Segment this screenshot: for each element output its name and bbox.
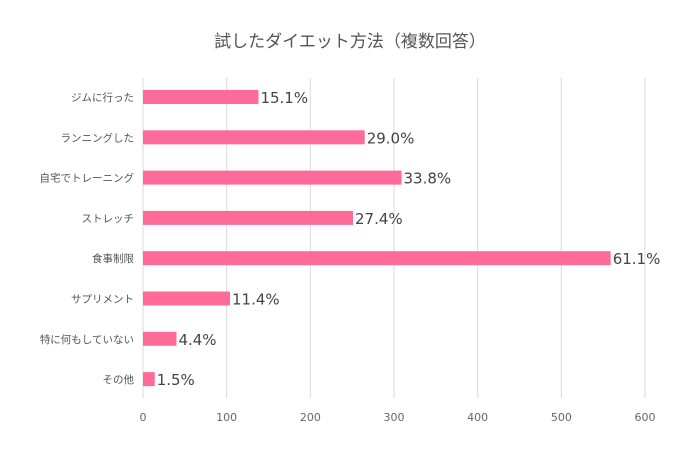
- category-label: 特に何もしていない: [40, 333, 134, 346]
- bar: [143, 291, 231, 306]
- category-label: サプリメント: [71, 294, 134, 306]
- category-labels: ジムに行ったランニングした自宅でトレーニングストレッチ食事制限サプリメント特に何…: [40, 91, 135, 386]
- x-axis-ticks: 0 100 200 300 400 500 600: [140, 411, 656, 424]
- data-label: 27.4%: [355, 210, 403, 228]
- x-tick-label: 0: [140, 411, 147, 424]
- x-tick-label: 100: [216, 411, 237, 424]
- category-label: その他: [103, 373, 135, 386]
- data-labels: 15.1% 29.0% 33.8% 27.4% 61.1% 11.4% 4.4% 1.5%: [157, 89, 661, 389]
- data-label: 33.8%: [404, 170, 452, 188]
- x-tick-label: 400: [467, 411, 488, 424]
- category-label: 自宅でトレーニング: [40, 172, 135, 185]
- bar: [143, 372, 155, 387]
- data-label: 1.5%: [157, 371, 195, 389]
- data-label: 11.4%: [232, 291, 280, 309]
- x-tick-label: 300: [384, 411, 405, 424]
- bar: [143, 210, 354, 225]
- x-tick-label: 200: [300, 411, 321, 424]
- bar: [143, 170, 402, 185]
- data-label: 61.1%: [613, 250, 661, 268]
- chart-title: 試したダイエット方法（複数回答）: [214, 32, 486, 52]
- x-tick-label: 500: [551, 411, 572, 424]
- data-label: 29.0%: [367, 129, 415, 147]
- data-label: 15.1%: [260, 89, 308, 107]
- bars: [143, 90, 611, 387]
- bar: [143, 90, 259, 104]
- category-label: ストレッチ: [82, 213, 135, 225]
- gridlines: [142, 78, 646, 398]
- data-label: 4.4%: [178, 331, 216, 349]
- bar: [143, 251, 611, 266]
- bar: [143, 130, 365, 145]
- category-label: ジムに行った: [71, 91, 134, 104]
- bar: [143, 331, 177, 346]
- category-label: 食事制限: [92, 252, 134, 265]
- x-tick-label: 600: [635, 411, 656, 424]
- category-label: ランニングした: [61, 131, 135, 144]
